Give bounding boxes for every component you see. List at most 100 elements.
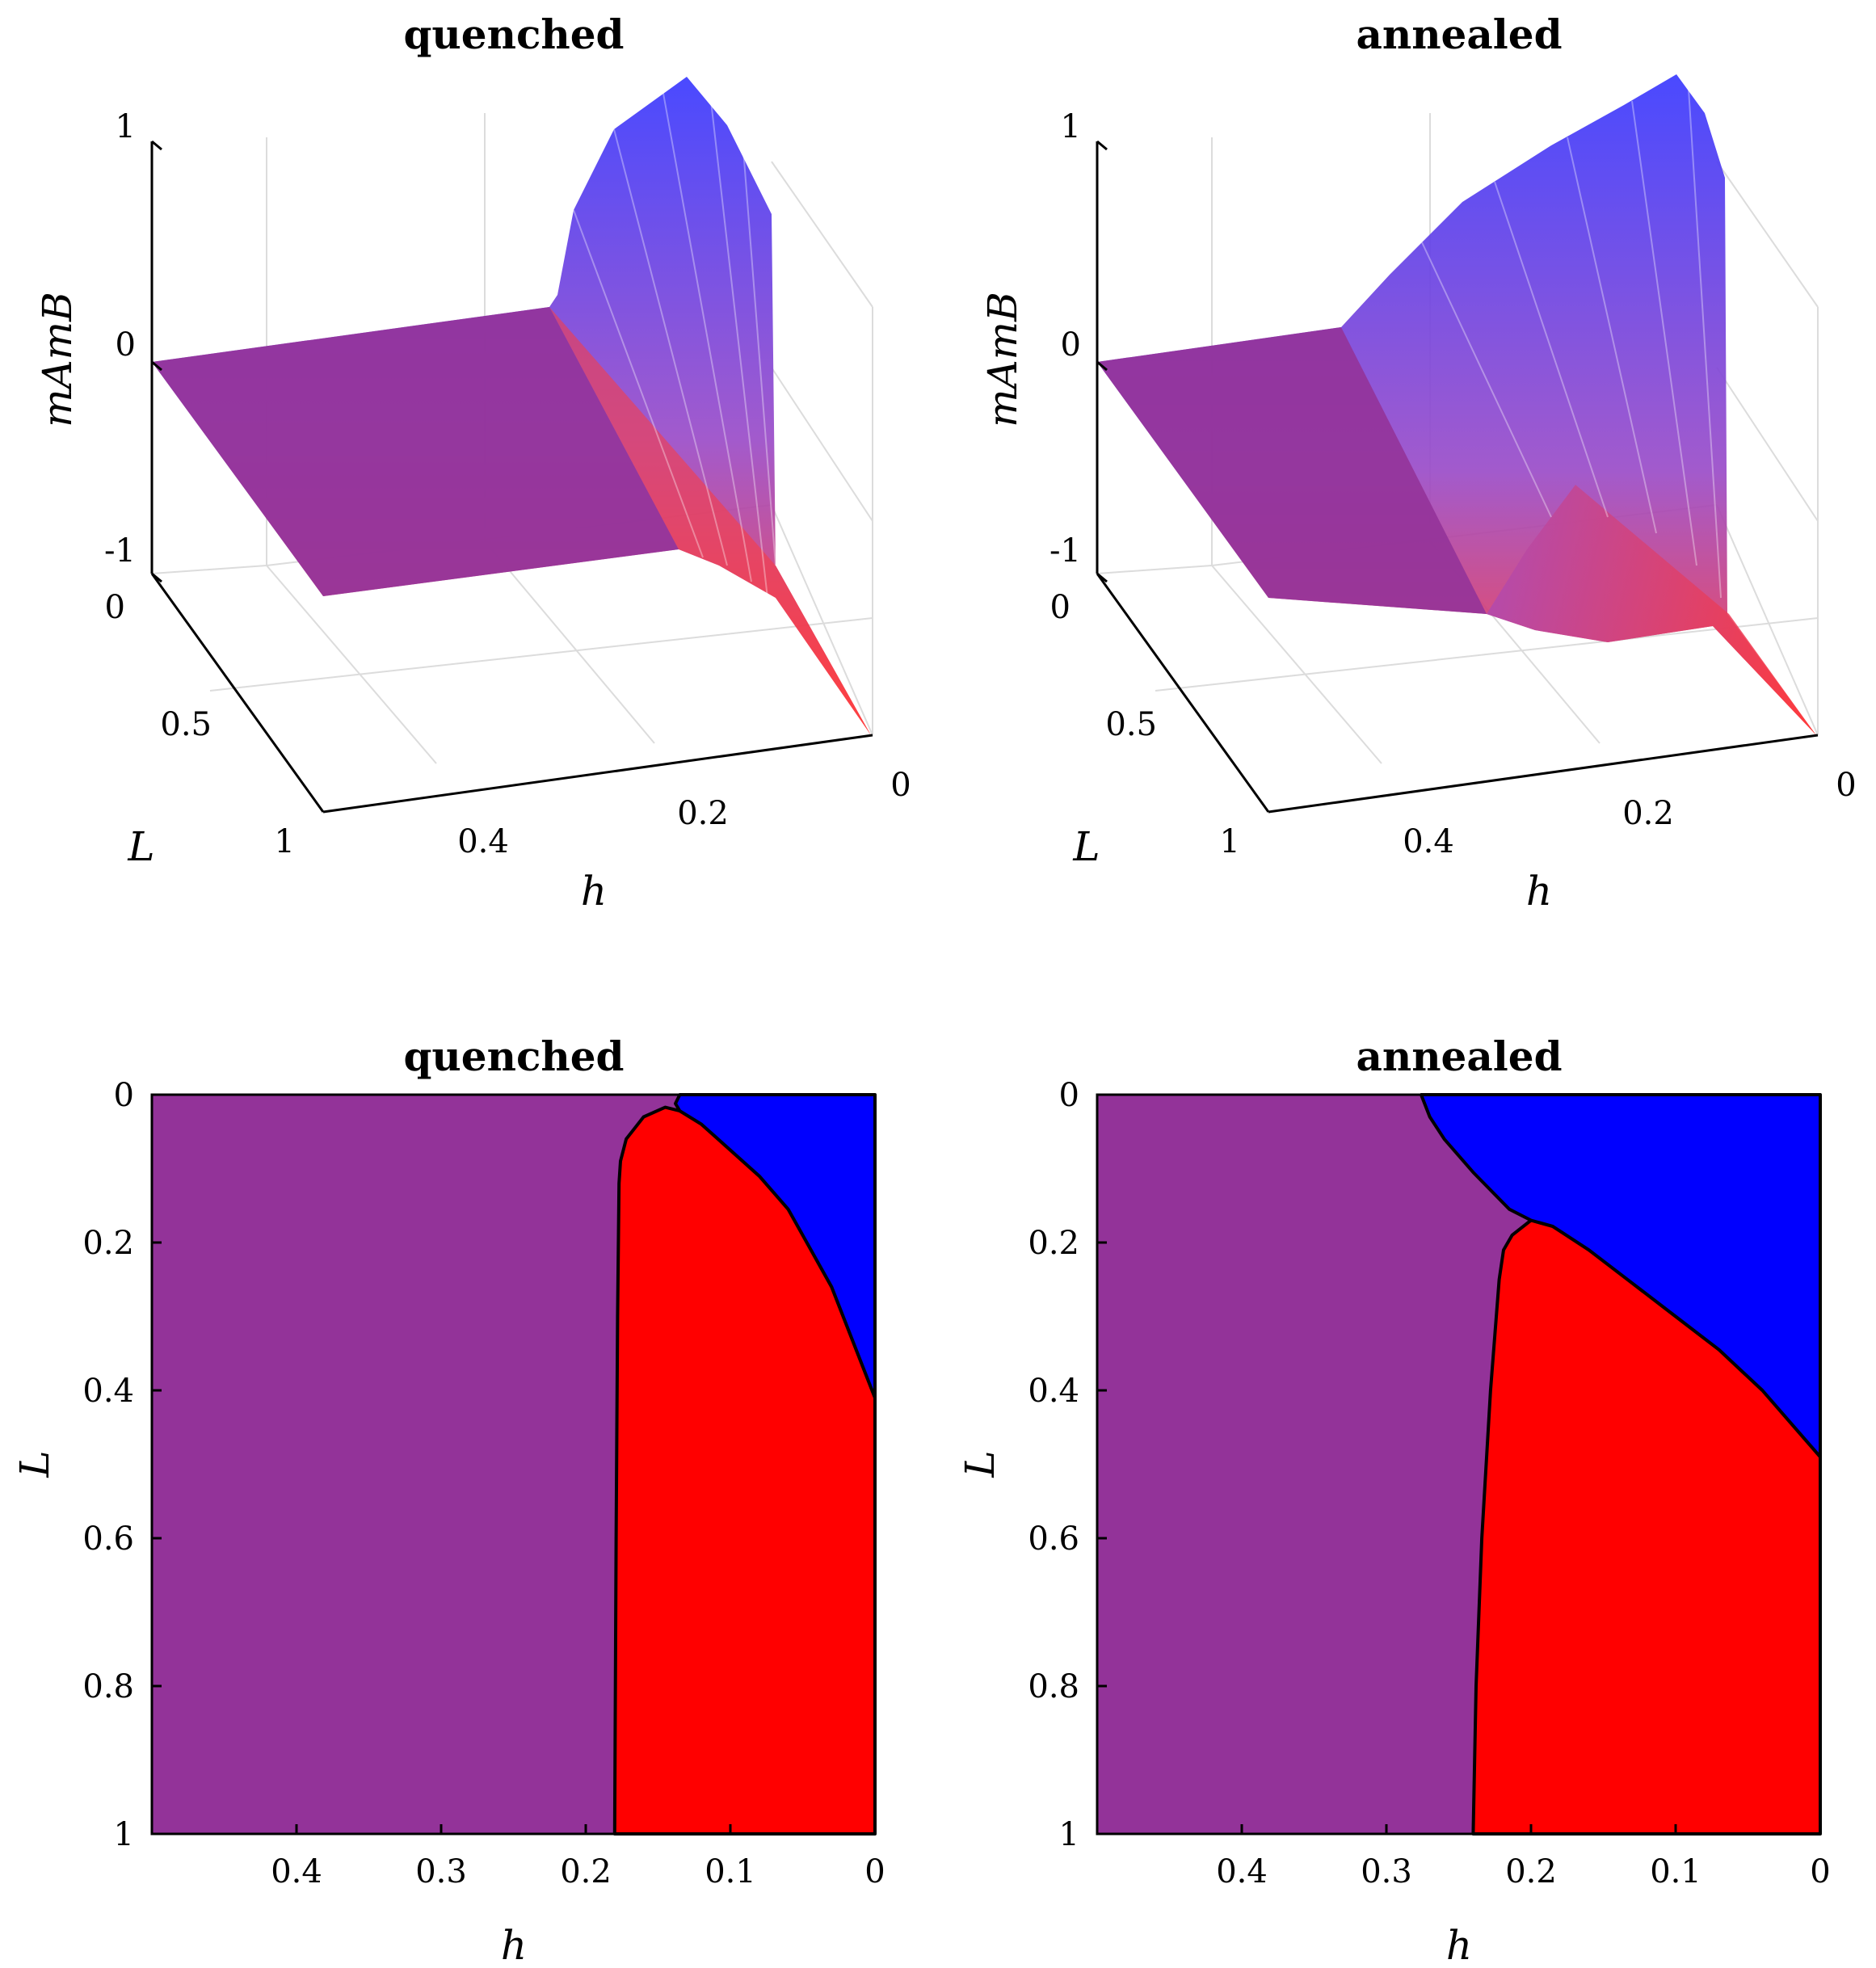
l-tick-label: 1 bbox=[114, 1816, 134, 1853]
grid-line bbox=[1096, 565, 1213, 574]
z-tick-label: -1 bbox=[104, 532, 136, 570]
l-axis-label: L bbox=[11, 1450, 58, 1478]
surface-quenched bbox=[152, 77, 871, 735]
tick-mark bbox=[151, 572, 162, 583]
grid-line bbox=[151, 565, 267, 574]
surface-axes-annealed bbox=[1096, 140, 1819, 814]
h-tick-label: 0 bbox=[1810, 1853, 1830, 1890]
h-tick-label: 0.4 bbox=[1216, 1853, 1268, 1890]
l-tick-label: 0 bbox=[1059, 1077, 1079, 1114]
l-tick-label: 1 bbox=[1220, 823, 1240, 860]
h-tick-label: 0.2 bbox=[560, 1853, 612, 1890]
grid-line bbox=[1211, 565, 1382, 764]
h-tick-label: 0 bbox=[1836, 767, 1856, 804]
h-tick-label: 0.4 bbox=[271, 1853, 322, 1890]
phase-panel-quenched: quenched 0.4 0.3 0.2 0.1 0 0 0.2 0.4 0.6… bbox=[11, 1032, 885, 1968]
surface-axes-quenched bbox=[150, 140, 873, 814]
l-tick-label: 0.5 bbox=[1105, 706, 1157, 743]
surface-red-flank bbox=[549, 307, 871, 735]
surface-plateau bbox=[1097, 327, 1487, 614]
grid-line bbox=[1716, 161, 1819, 308]
h-axis-label: h bbox=[501, 1922, 527, 1968]
tick-mark bbox=[1096, 140, 1108, 151]
z-tick-label: 0 bbox=[116, 326, 136, 364]
l-tick-label: 0.2 bbox=[1028, 1225, 1079, 1262]
mesh-line bbox=[710, 100, 768, 599]
h-tick-label: 0.2 bbox=[677, 795, 729, 832]
h-tick-label: 0.2 bbox=[1505, 1853, 1557, 1890]
l-axis-line bbox=[150, 573, 325, 813]
grid-line bbox=[771, 367, 873, 522]
l-tick-label: 0.6 bbox=[82, 1520, 134, 1558]
l-tick-label: 1 bbox=[1059, 1816, 1079, 1853]
mesh-line bbox=[1421, 242, 1552, 518]
l-tick-label: 0 bbox=[105, 589, 125, 626]
h-tick-label: 0 bbox=[890, 767, 911, 804]
phase-panel-annealed: annealed 0.4 0.3 0.2 0.1 0 0 0.2 0.4 0.6… bbox=[957, 1032, 1831, 1968]
tick-mark bbox=[1096, 572, 1108, 583]
mesh-line bbox=[1494, 181, 1609, 518]
grid-line bbox=[1716, 504, 1819, 736]
z-axis-label: mAmB bbox=[979, 292, 1026, 427]
grid-line bbox=[1716, 367, 1819, 522]
grid-line bbox=[1155, 617, 1819, 692]
plot-frame bbox=[150, 1093, 877, 1836]
h-tick-label: 0.1 bbox=[705, 1853, 756, 1890]
grid-line bbox=[771, 161, 873, 308]
l-tick-label: 0.8 bbox=[1028, 1668, 1079, 1705]
l-tick-label: 0.6 bbox=[1028, 1520, 1079, 1558]
l-tick-label: 1 bbox=[275, 823, 295, 860]
tick-mark bbox=[1096, 360, 1108, 372]
l-tick-label: 0 bbox=[1050, 589, 1070, 626]
mesh-line bbox=[662, 88, 752, 582]
h-tick-label: 0 bbox=[864, 1853, 885, 1890]
plot-frame bbox=[1096, 1093, 1822, 1836]
mesh-line bbox=[1567, 137, 1657, 534]
l-tick-label: 0.4 bbox=[82, 1373, 134, 1410]
l-axis-label: L bbox=[957, 1450, 1003, 1478]
surface-mesh bbox=[1421, 88, 1722, 599]
mesh-line bbox=[613, 128, 728, 566]
tick-mark bbox=[151, 140, 162, 151]
l-tick-label: 0 bbox=[114, 1077, 134, 1114]
h-axis-label: h bbox=[1526, 868, 1552, 915]
grid-line bbox=[209, 617, 873, 692]
h-tick-label: 0.3 bbox=[1361, 1853, 1412, 1890]
surface-panel-quenched: quenched bbox=[34, 11, 911, 915]
h-tick-label: 0.4 bbox=[457, 823, 509, 860]
mesh-line bbox=[573, 209, 704, 558]
h-tick-label: 0.3 bbox=[415, 1853, 467, 1890]
surface-annealed bbox=[1097, 74, 1816, 735]
surface-mesh bbox=[573, 88, 776, 599]
z-tick-label: 1 bbox=[116, 108, 136, 145]
l-axis-line bbox=[1096, 573, 1270, 813]
mesh-line bbox=[1688, 88, 1722, 599]
mesh-line bbox=[1631, 100, 1697, 566]
h-axis-line bbox=[1268, 734, 1819, 814]
tick-mark bbox=[151, 360, 162, 372]
h-tick-label: 0.2 bbox=[1622, 795, 1674, 832]
h-axis-label: h bbox=[581, 868, 607, 915]
l-tick-label: 0.2 bbox=[82, 1225, 134, 1262]
surface-panel-annealed: annealed bbox=[979, 11, 1857, 915]
surface-red-floor bbox=[1487, 485, 1816, 735]
panel-title-phase-annealed: annealed bbox=[1356, 1032, 1562, 1080]
panel-title-phase-quenched: quenched bbox=[403, 1032, 624, 1080]
mesh-line bbox=[742, 149, 776, 566]
l-axis-label: L bbox=[1072, 823, 1100, 870]
panel-title-surface-annealed: annealed bbox=[1356, 11, 1562, 58]
l-tick-label: 0.8 bbox=[82, 1668, 134, 1705]
grid-line bbox=[771, 504, 873, 736]
z-tick-label: 0 bbox=[1061, 326, 1081, 364]
l-axis-label: L bbox=[127, 823, 154, 870]
h-tick-label: 0.1 bbox=[1650, 1853, 1701, 1890]
grid-line bbox=[266, 565, 437, 764]
surface-plateau bbox=[152, 307, 679, 596]
blue-region bbox=[1420, 1093, 1822, 1459]
z-axis-label: mAmB bbox=[34, 292, 81, 427]
panel-title-surface-quenched: quenched bbox=[403, 11, 624, 58]
z-tick-label: -1 bbox=[1049, 532, 1081, 570]
grid-line bbox=[484, 540, 655, 744]
z-tick-label: 1 bbox=[1061, 108, 1081, 145]
